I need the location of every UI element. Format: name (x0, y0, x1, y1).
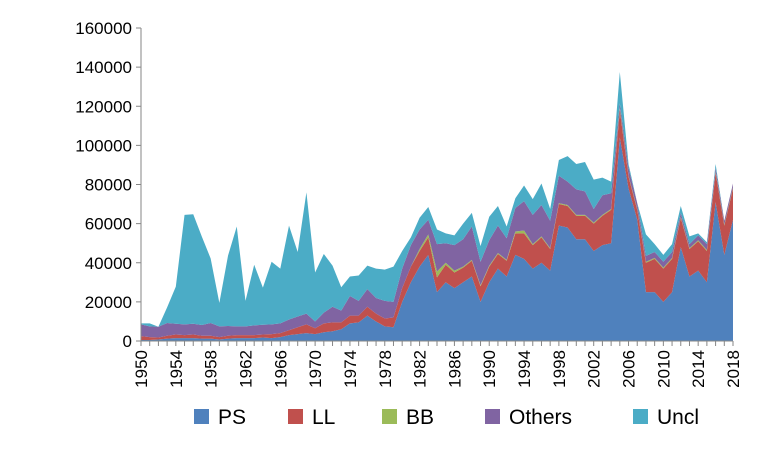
legend-swatch (485, 409, 500, 424)
legend-item-uncl: Uncl (633, 406, 699, 429)
series-area-ps (141, 137, 733, 341)
x-tick-label: 2018 (724, 350, 743, 388)
axes (136, 27, 734, 346)
legend-label: BB (406, 406, 434, 429)
y-tick-label: 20000 (85, 293, 132, 312)
legend-swatch (288, 409, 303, 424)
x-tick-label: 1966 (271, 350, 290, 388)
y-tick-label: 120000 (75, 97, 132, 116)
x-tick-label: 1978 (376, 350, 395, 388)
legend-label: Others (509, 406, 572, 429)
legend: PS LL BB Others Uncl (194, 406, 699, 429)
x-tick-label: 1982 (411, 350, 430, 388)
legend-label: Uncl (657, 406, 699, 429)
x-tick-label: 1994 (515, 350, 534, 388)
x-tick-label: 1950 (132, 350, 151, 388)
x-tick-label: 1962 (236, 350, 255, 388)
x-tick-label: 1986 (445, 350, 464, 388)
x-tick-label: 1958 (202, 350, 221, 388)
series-area-uncl (141, 72, 733, 327)
x-tick-label: 2010 (654, 350, 673, 388)
x-tick-label: 1970 (306, 350, 325, 388)
legend-item-ll: LL (288, 406, 335, 429)
legend-item-bb: BB (382, 406, 434, 429)
x-tick-label: 1954 (167, 350, 186, 388)
x-tick-label: 2006 (620, 350, 639, 388)
x-tick-label: 1990 (480, 350, 499, 388)
y-tick-label: 160000 (75, 19, 132, 38)
y-tick-label: 80000 (85, 176, 132, 195)
legend-swatch (194, 409, 209, 424)
legend-label: PS (218, 406, 246, 429)
y-tick-labels: 0 20000 40000 60000 80000 100000 120000 140000 1… (75, 19, 132, 351)
x-tick-label: 2014 (689, 350, 708, 388)
legend-swatch (382, 409, 397, 424)
x-tick-label: 1974 (341, 350, 360, 388)
legend-item-ps: PS (194, 406, 246, 429)
y-tick-label: 0 (123, 332, 132, 351)
legend-swatch (633, 409, 648, 424)
legend-label: LL (312, 406, 335, 429)
legend-item-others: Others (485, 406, 572, 429)
x-tick-labels: 1950 1954 1958 1962 1966 1970 1974 1978 1982 1986… (132, 350, 743, 388)
y-tick-label: 60000 (85, 215, 132, 234)
x-tick-label: 2002 (585, 350, 604, 388)
y-tick-label: 100000 (75, 136, 132, 155)
y-tick-label: 140000 (75, 58, 132, 77)
x-tick-label: 1998 (550, 350, 569, 388)
area-layer (141, 72, 733, 341)
y-tick-label: 40000 (85, 254, 132, 273)
